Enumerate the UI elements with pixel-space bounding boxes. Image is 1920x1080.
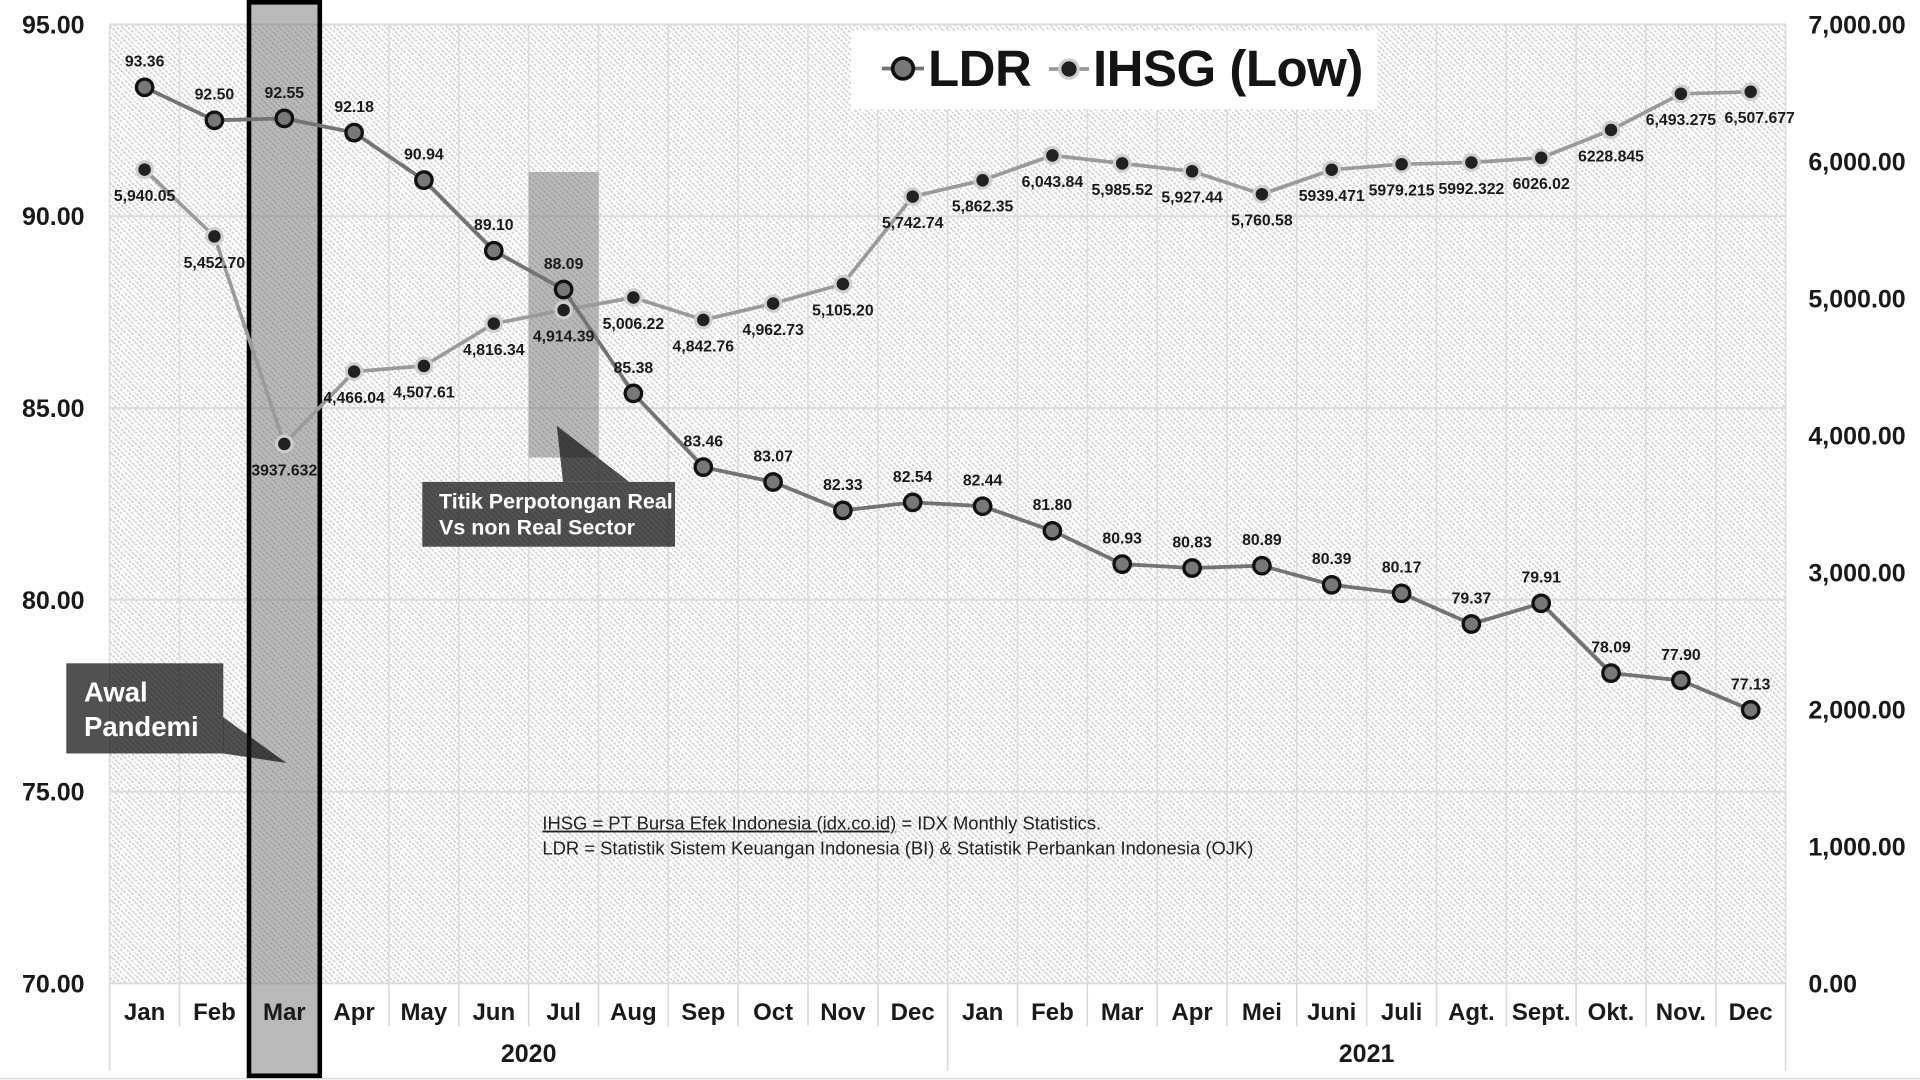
svg-text:6,507.677: 6,507.677 — [1725, 110, 1795, 127]
svg-text:Mar: Mar — [263, 999, 306, 1026]
svg-text:2020: 2020 — [501, 1040, 557, 1068]
svg-text:82.33: 82.33 — [823, 477, 863, 494]
svg-text:5,927.44: 5,927.44 — [1161, 190, 1223, 207]
svg-text:Agt.: Agt. — [1448, 999, 1495, 1026]
svg-text:Mar: Mar — [1101, 999, 1144, 1026]
svg-text:6,000.00: 6,000.00 — [1808, 148, 1905, 176]
svg-text:5,000.00: 5,000.00 — [1808, 285, 1905, 313]
svg-text:Dec: Dec — [1729, 999, 1773, 1026]
svg-text:89.10: 89.10 — [474, 217, 514, 234]
svg-text:4,507.61: 4,507.61 — [393, 384, 455, 401]
svg-text:95.00: 95.00 — [22, 11, 85, 39]
svg-text:Oct: Oct — [753, 999, 793, 1026]
svg-text:79.37: 79.37 — [1452, 590, 1492, 607]
svg-text:4,000.00: 4,000.00 — [1808, 422, 1905, 450]
svg-text:88.09: 88.09 — [544, 256, 584, 273]
svg-text:77.90: 77.90 — [1661, 647, 1701, 664]
svg-text:5,985.52: 5,985.52 — [1091, 182, 1153, 199]
svg-text:83.07: 83.07 — [753, 448, 793, 465]
svg-text:82.54: 82.54 — [893, 469, 933, 486]
svg-text:80.93: 80.93 — [1102, 531, 1142, 548]
svg-text:90.94: 90.94 — [404, 147, 444, 164]
svg-text:6026.02: 6026.02 — [1513, 176, 1570, 193]
svg-text:77.13: 77.13 — [1731, 676, 1771, 693]
svg-text:Feb: Feb — [193, 999, 236, 1026]
svg-text:85.38: 85.38 — [614, 360, 654, 377]
svg-text:Okt.: Okt. — [1588, 999, 1635, 1026]
svg-text:5,760.58: 5,760.58 — [1231, 213, 1293, 230]
svg-text:79.91: 79.91 — [1521, 570, 1561, 587]
svg-text:Aug: Aug — [610, 999, 657, 1026]
svg-text:2021: 2021 — [1339, 1040, 1395, 1068]
svg-text:5,452.70: 5,452.70 — [184, 255, 246, 272]
svg-text:Apr: Apr — [333, 999, 374, 1026]
svg-text:6,493.275: 6,493.275 — [1646, 112, 1716, 129]
svg-text:1,000.00: 1,000.00 — [1808, 833, 1905, 861]
svg-text:Juli: Juli — [1381, 999, 1422, 1026]
svg-text:4,466.04: 4,466.04 — [323, 390, 385, 407]
svg-text:2,000.00: 2,000.00 — [1808, 696, 1905, 724]
svg-text:Vs non Real Sector: Vs non Real Sector — [439, 516, 636, 540]
svg-text:81.80: 81.80 — [1033, 497, 1073, 514]
svg-text:Jan: Jan — [124, 999, 165, 1026]
svg-text:5,006.22: 5,006.22 — [603, 316, 665, 333]
svg-text:75.00: 75.00 — [22, 779, 85, 807]
svg-text:92.50: 92.50 — [195, 87, 235, 104]
svg-text:78.09: 78.09 — [1591, 640, 1631, 657]
svg-text:85.00: 85.00 — [22, 395, 85, 423]
svg-text:LDR = Statistik Sistem Keuanga: LDR = Statistik Sistem Keuangan Indonesi… — [542, 838, 1253, 859]
svg-text:Awal: Awal — [84, 677, 148, 708]
svg-text:Sept.: Sept. — [1512, 999, 1571, 1026]
svg-text:93.36: 93.36 — [125, 54, 165, 71]
svg-text:Feb: Feb — [1031, 999, 1074, 1026]
svg-text:Jul: Jul — [546, 999, 581, 1026]
svg-text:Nov.: Nov. — [1656, 999, 1706, 1026]
svg-text:7,000.00: 7,000.00 — [1808, 11, 1905, 39]
svg-text:5,105.20: 5,105.20 — [812, 302, 874, 319]
svg-text:IHSG (Low): IHSG (Low) — [1093, 40, 1363, 97]
svg-text:90.00: 90.00 — [22, 203, 85, 231]
svg-text:4,962.73: 4,962.73 — [742, 322, 804, 339]
svg-text:80.17: 80.17 — [1382, 560, 1422, 577]
svg-text:3937.632: 3937.632 — [251, 462, 317, 479]
svg-text:5,940.05: 5,940.05 — [114, 188, 176, 205]
svg-text:0.00: 0.00 — [1808, 970, 1857, 998]
svg-text:6,043.84: 6,043.84 — [1022, 174, 1084, 191]
svg-text:80.00: 80.00 — [22, 587, 85, 615]
svg-text:Apr: Apr — [1171, 999, 1212, 1026]
svg-text:4,914.39: 4,914.39 — [533, 329, 595, 346]
svg-text:IHSG = PT Bursa Efek Indonesia: IHSG = PT Bursa Efek Indonesia (idx.co.i… — [542, 813, 1101, 834]
svg-text:May: May — [401, 999, 448, 1026]
svg-text:LDR: LDR — [928, 40, 1031, 97]
svg-text:Pandemi: Pandemi — [84, 711, 199, 742]
svg-text:5979.215: 5979.215 — [1369, 183, 1435, 200]
svg-text:5,862.35: 5,862.35 — [952, 199, 1014, 216]
svg-text:Sep: Sep — [681, 999, 725, 1026]
svg-text:4,842.76: 4,842.76 — [673, 338, 735, 355]
svg-text:70.00: 70.00 — [22, 970, 85, 998]
svg-text:Jun: Jun — [472, 999, 515, 1026]
svg-text:Jan: Jan — [962, 999, 1003, 1026]
svg-text:Juni: Juni — [1307, 999, 1356, 1026]
svg-text:80.83: 80.83 — [1172, 534, 1212, 551]
svg-text:80.39: 80.39 — [1312, 551, 1352, 568]
svg-text:83.46: 83.46 — [684, 434, 724, 451]
svg-text:Mei: Mei — [1242, 999, 1282, 1026]
svg-text:5992.322: 5992.322 — [1438, 181, 1504, 198]
svg-text:5939.471: 5939.471 — [1299, 188, 1365, 205]
svg-text:Nov: Nov — [820, 999, 866, 1026]
svg-text:80.89: 80.89 — [1242, 532, 1282, 549]
svg-text:5,742.74: 5,742.74 — [882, 215, 944, 232]
svg-text:Titik Perpotongan Real: Titik Perpotongan Real — [439, 489, 673, 513]
svg-text:4,816.34: 4,816.34 — [463, 342, 525, 359]
svg-text:92.18: 92.18 — [334, 99, 374, 116]
svg-text:Dec: Dec — [891, 999, 935, 1026]
svg-text:6228.845: 6228.845 — [1578, 148, 1644, 165]
svg-text:92.55: 92.55 — [265, 85, 305, 102]
svg-text:3,000.00: 3,000.00 — [1808, 559, 1905, 587]
svg-text:82.44: 82.44 — [963, 473, 1003, 490]
